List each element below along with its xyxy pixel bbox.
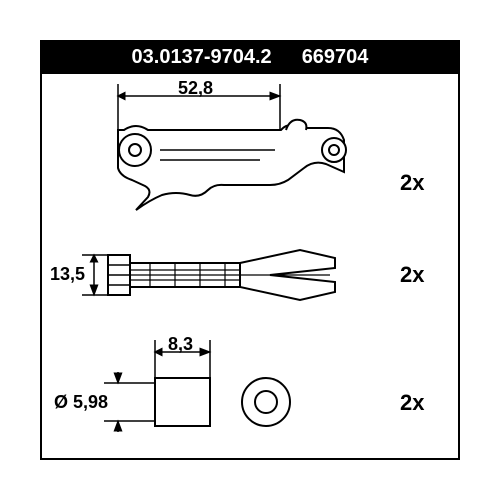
- dim-bushing-diameter: Ø 5,98: [54, 392, 108, 413]
- dim-bushing-length: 8,3: [168, 334, 193, 355]
- dim-adjuster-height: 13,5: [50, 264, 85, 285]
- qty-adjuster: 2x: [400, 262, 424, 288]
- drawing-svg: [0, 0, 500, 500]
- component-adjuster: [82, 250, 335, 300]
- qty-bracket: 2x: [400, 170, 424, 196]
- qty-bushing: 2x: [400, 390, 424, 416]
- dim-bracket-width: 52,8: [178, 78, 213, 99]
- component-bracket: [118, 84, 346, 210]
- component-bushing: [104, 340, 290, 432]
- technical-drawing-container: 03.0137-9704.2 669704: [0, 0, 500, 500]
